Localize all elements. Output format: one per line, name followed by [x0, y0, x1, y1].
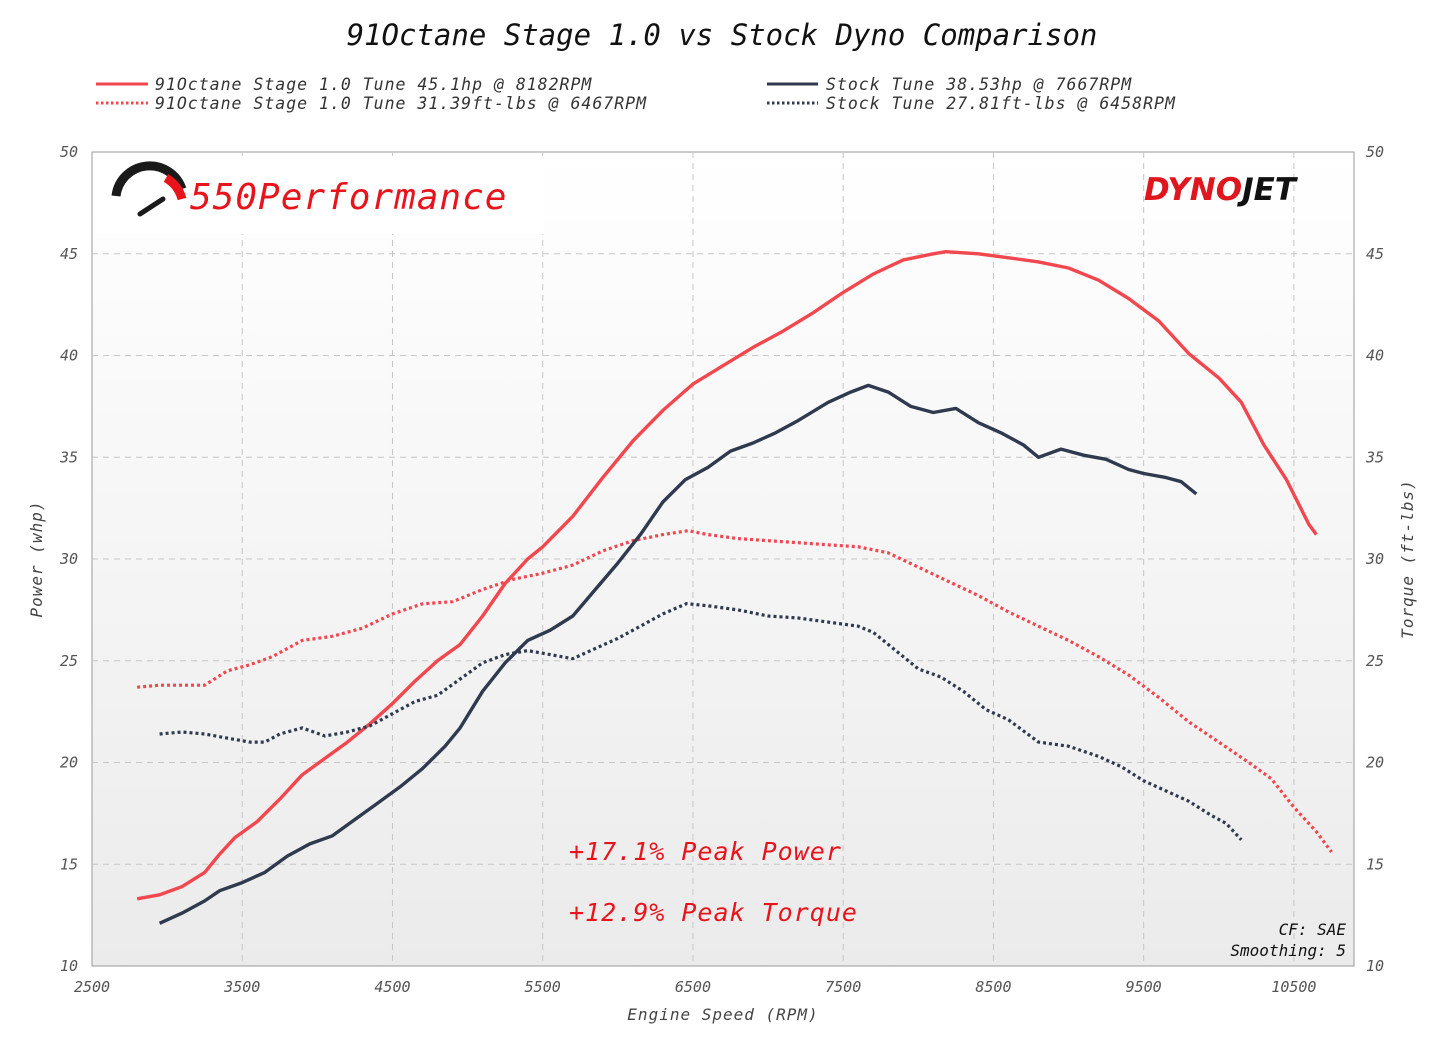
dynojet-logo-black: JET — [1236, 172, 1299, 208]
y-left-tick-label: 15 — [60, 855, 78, 873]
x-axis-ticks: 2500 3500 4500 5500 6500 7500 8500 9500 10500 — [74, 978, 1317, 996]
series-line-tuned-torque — [136, 529, 1333, 853]
correction-factor-label: CF: SAE — [1279, 920, 1347, 939]
grid-lines — [92, 152, 1354, 966]
x-tick-label: 7500 — [825, 978, 861, 996]
y-right-tick-label: 50 — [1366, 143, 1384, 161]
series-line-tuned-power — [136, 250, 1318, 901]
chart-title: 91Octane Stage 1.0 vs Stock Dyno Compari… — [347, 18, 1098, 52]
y-left-tick-label: 30 — [59, 550, 78, 568]
y-left-tick-label: 35 — [59, 448, 78, 466]
y-axis-left-ticks: 50 45 40 35 30 25 20 15 10 — [59, 143, 78, 975]
smoothing-label: Smoothing: 5 — [1230, 941, 1346, 960]
y-left-tick-label: 40 — [60, 347, 78, 365]
svg-text:550Performance: 550Performance — [190, 177, 507, 218]
series-line-stock-torque — [159, 602, 1243, 841]
legend-label-stock-torque: Stock Tune 27.81ft-lbs @ 6458RPM — [826, 94, 1176, 113]
gauge-icon — [111, 161, 187, 197]
x-tick-label: 10500 — [1271, 978, 1316, 996]
y-axis-left-label: Power (whp) — [27, 501, 46, 618]
annotation-peak-power: +17.1% Peak Power — [569, 837, 842, 866]
y-right-tick-label: 35 — [1365, 448, 1384, 466]
y-right-tick-label: 30 — [1365, 550, 1384, 568]
y-left-tick-label: 50 — [60, 143, 78, 161]
x-axis-label: Engine Speed (RPM) — [627, 1005, 818, 1024]
logo-550-number: 550Performance — [190, 177, 507, 218]
x-tick-label: 8500 — [975, 978, 1011, 996]
x-tick-label: 2500 — [74, 978, 110, 996]
550performance-logo: 550Performance — [96, 156, 544, 234]
y-right-tick-label: 45 — [1366, 245, 1384, 263]
legend: 91Octane Stage 1.0 Tune 45.1hp @ 8182RPM… — [96, 75, 1176, 113]
y-right-tick-label: 15 — [1366, 855, 1384, 873]
y-left-tick-label: 45 — [60, 245, 78, 263]
y-right-tick-label: 25 — [1366, 652, 1384, 670]
y-right-tick-label: 20 — [1366, 754, 1384, 772]
y-left-tick-label: 10 — [60, 957, 78, 975]
y-left-tick-label: 20 — [60, 754, 78, 772]
x-tick-label: 4500 — [374, 978, 410, 996]
series-group — [136, 250, 1333, 925]
legend-label-tuned-power: 91Octane Stage 1.0 Tune 45.1hp @ 8182RPM — [155, 75, 592, 94]
annotation-peak-torque: +12.9% Peak Torque — [569, 898, 858, 927]
x-tick-label: 3500 — [223, 978, 260, 996]
x-tick-label: 6500 — [675, 978, 711, 996]
x-tick-label: 9500 — [1126, 978, 1162, 996]
dynojet-logo-red: DYNO — [1144, 172, 1242, 208]
legend-label-tuned-torque: 91Octane Stage 1.0 Tune 31.39ft-lbs @ 64… — [155, 94, 647, 113]
y-right-tick-label: 40 — [1366, 347, 1384, 365]
x-tick-label: 5500 — [525, 978, 561, 996]
svg-text:DYNOJET: DYNOJET — [1144, 172, 1299, 208]
y-left-tick-label: 25 — [60, 652, 78, 670]
y-axis-right-label: Torque (ft-lbs) — [1398, 479, 1417, 639]
gauge-redline-icon — [163, 174, 187, 201]
y-axis-right-ticks: 50 45 40 35 30 25 20 15 10 — [1365, 143, 1384, 975]
y-right-tick-label: 10 — [1366, 957, 1384, 975]
series-line-stock-power — [158, 383, 1198, 925]
gauge-needle-icon — [137, 196, 166, 217]
dynojet-logo: DYNOJET — [1144, 172, 1299, 208]
legend-label-stock-power: Stock Tune 38.53hp @ 7667RPM — [826, 75, 1132, 94]
